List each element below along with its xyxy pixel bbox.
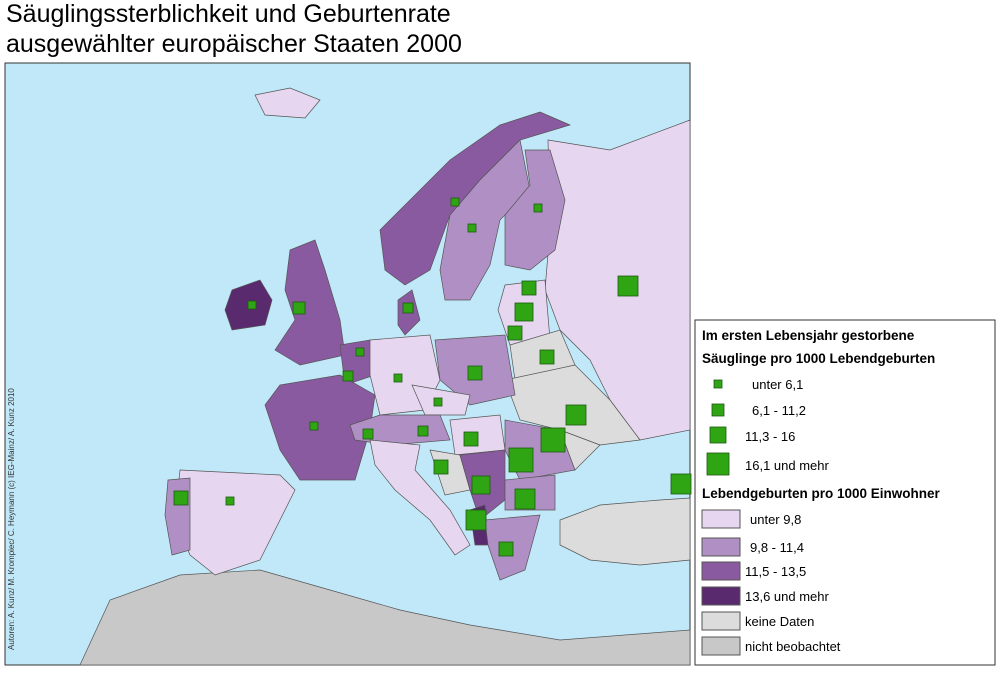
marker xyxy=(521,280,537,296)
marker xyxy=(362,428,374,440)
legend-swatch xyxy=(701,509,741,529)
legend-heading: Säuglinge pro 1000 Lebendgeburten xyxy=(702,351,935,366)
marker xyxy=(539,349,555,365)
iceland xyxy=(254,87,321,119)
legend-marker xyxy=(709,426,727,444)
marker xyxy=(173,490,189,506)
legend-box xyxy=(694,319,996,666)
legend-label: 9,8 - 11,4 xyxy=(750,540,804,555)
marker xyxy=(467,365,483,381)
marker xyxy=(247,300,257,310)
marker xyxy=(465,509,487,531)
uk xyxy=(274,239,346,366)
credit: Autoren: A. Kunz/ M. Krompiec/ C. Heyman… xyxy=(7,388,16,650)
marker xyxy=(514,302,534,322)
marker xyxy=(514,488,536,510)
marker xyxy=(292,301,306,315)
legend-marker xyxy=(711,403,725,417)
marker xyxy=(498,541,514,557)
norway xyxy=(379,111,572,286)
marker xyxy=(540,427,566,453)
marker xyxy=(565,404,587,426)
legend-label: 11,3 - 16 xyxy=(745,429,795,444)
marker xyxy=(467,223,477,233)
legend-label: keine Daten xyxy=(745,614,814,629)
marker xyxy=(225,496,235,506)
map: Autoren: A. Kunz/ M. Krompiec/ C. Heyman… xyxy=(4,62,692,666)
marker xyxy=(355,347,365,357)
marker xyxy=(402,302,414,314)
legend-label: 13,6 und mehr xyxy=(745,589,830,604)
marker xyxy=(433,397,443,407)
marker xyxy=(617,275,639,297)
title-line: Säuglingssterblichkeit und Geburtenrate xyxy=(6,0,451,28)
legend-label: 6,1 - 11,2 xyxy=(752,403,806,418)
legend-marker xyxy=(713,379,723,389)
marker xyxy=(342,370,354,382)
legend-marker xyxy=(706,452,730,476)
legend-label: nicht beobachtet xyxy=(745,639,841,654)
legend-label: 11,5 - 13,5 xyxy=(745,564,806,579)
legend-swatch xyxy=(701,561,741,581)
legend-heading: Lebendgeburten pro 1000 Einwohner xyxy=(702,486,941,501)
title-line: ausgewählter europäischer Staaten 2000 xyxy=(6,30,462,58)
turkey xyxy=(559,497,691,566)
marker xyxy=(309,421,319,431)
marker xyxy=(533,203,543,213)
legend-label: unter 9,8 xyxy=(750,512,801,527)
legend-swatch xyxy=(701,611,741,631)
marker xyxy=(670,473,692,495)
legend-swatch xyxy=(701,537,741,557)
marker xyxy=(507,325,523,341)
alps xyxy=(349,414,451,446)
legend-swatch xyxy=(701,636,741,656)
legend: Im ersten Lebensjahr gestorbene Säugling… xyxy=(694,319,996,666)
marker xyxy=(463,431,479,447)
north-africa xyxy=(79,569,691,666)
marker xyxy=(508,447,534,473)
marker xyxy=(393,373,403,383)
legend-label: 16,1 und mehr xyxy=(745,458,830,473)
france xyxy=(264,374,376,481)
marker xyxy=(433,459,449,475)
moldova xyxy=(559,429,601,471)
legend-heading: Im ersten Lebensjahr gestorbene xyxy=(702,328,915,343)
legend-label: unter 6,1 xyxy=(752,377,803,392)
marker xyxy=(471,475,491,495)
legend-swatch xyxy=(701,586,741,606)
marker xyxy=(450,197,460,207)
marker xyxy=(417,425,429,437)
italy xyxy=(369,439,471,556)
